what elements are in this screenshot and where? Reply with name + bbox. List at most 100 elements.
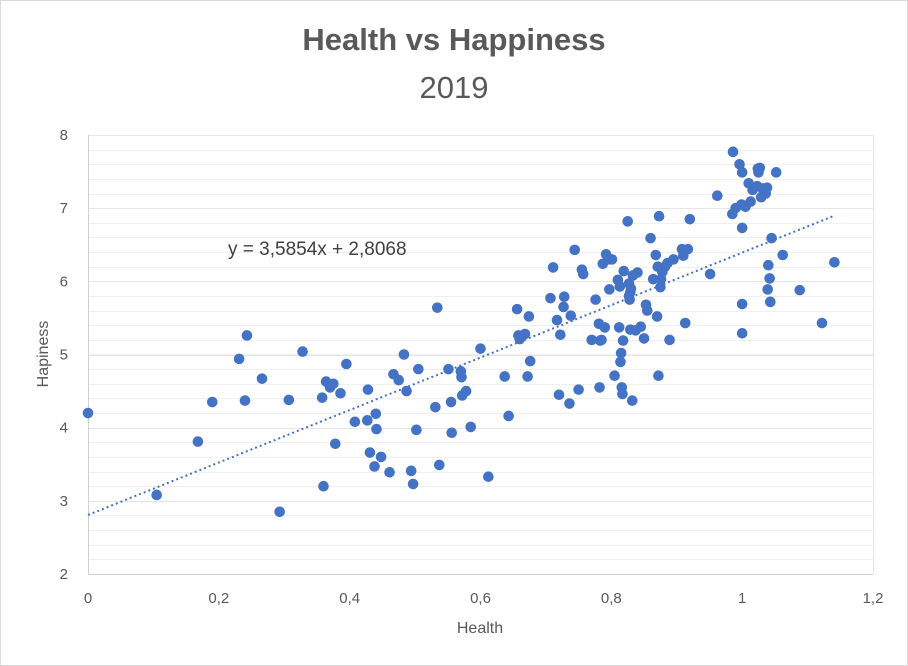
data-point: [712, 190, 723, 202]
data-point: [763, 259, 774, 271]
y-tick-label: 7: [60, 200, 68, 217]
data-point: [545, 292, 556, 304]
data-point: [736, 167, 748, 178]
data-point: [151, 489, 162, 501]
data-point: [645, 232, 656, 244]
data-point: [445, 396, 457, 408]
data-point: [522, 371, 533, 382]
data-point: [766, 232, 777, 244]
data-point: [596, 334, 607, 346]
data-point: [664, 334, 675, 346]
data-point: [405, 465, 417, 477]
data-point: [460, 385, 472, 397]
data-point: [233, 353, 245, 365]
data-point: [816, 317, 828, 329]
data-point: [599, 322, 611, 333]
data-point: [499, 371, 511, 382]
data-point: [632, 267, 643, 278]
data-point: [206, 396, 218, 408]
data-point: [558, 301, 569, 313]
data-point: [555, 329, 566, 341]
data-point: [328, 378, 339, 390]
data-point: [604, 284, 615, 295]
data-point: [430, 401, 441, 413]
data-point: [626, 395, 638, 406]
data-point: [335, 387, 346, 399]
data-point: [256, 373, 268, 384]
data-point: [503, 410, 514, 422]
chart-title: Health vs Happiness: [302, 22, 606, 57]
data-point: [398, 349, 410, 360]
data-point: [407, 478, 419, 490]
data-point: [590, 294, 601, 305]
x-tick-label: 0: [84, 590, 92, 607]
trendline-layer: [87, 214, 835, 516]
y-tick-label: 8: [60, 127, 68, 144]
data-point: [443, 363, 454, 375]
data-point: [794, 284, 806, 296]
data-point: [283, 394, 295, 406]
data-point: [349, 416, 361, 428]
data-point: [523, 311, 535, 322]
data-point: [553, 389, 565, 401]
data-point: [668, 254, 679, 265]
data-point: [475, 343, 486, 354]
data-point: [432, 302, 443, 313]
data-point: [734, 158, 745, 170]
data-point: [401, 385, 412, 397]
data-point: [547, 262, 559, 273]
data-point: [82, 407, 94, 419]
data-point: [241, 330, 253, 341]
x-tick-label: 1: [738, 590, 746, 607]
data-point: [329, 438, 341, 450]
data-point: [192, 436, 204, 447]
trendline: [87, 214, 835, 516]
data-point: [573, 384, 584, 395]
data-point: [341, 358, 352, 370]
data-point: [371, 423, 382, 435]
data-point: [761, 182, 773, 193]
trendline-equation: y = 3,5854x + 2,8068: [228, 239, 407, 260]
data-point: [617, 388, 628, 400]
x-tick-label: 1,2: [863, 590, 884, 607]
data-point: [770, 167, 782, 178]
data-point: [362, 384, 374, 395]
data-point: [736, 222, 748, 234]
data-point: [411, 424, 422, 436]
data-point: [364, 447, 376, 458]
y-axis-title: Hapiness: [35, 321, 52, 388]
data-point: [614, 281, 626, 292]
data-point: [239, 395, 251, 406]
data-point: [375, 451, 387, 463]
x-tick-label: 0,2: [208, 590, 229, 607]
data-point: [613, 322, 625, 333]
data-point: [519, 328, 531, 340]
data-point: [754, 162, 766, 174]
data-point: [653, 370, 664, 382]
data-point: [577, 268, 589, 280]
data-point: [647, 273, 659, 285]
data-point: [565, 310, 577, 322]
data-point: [635, 321, 647, 332]
data-point: [653, 210, 665, 222]
data-point: [384, 466, 395, 478]
data-point: [764, 296, 776, 308]
data-point: [370, 408, 382, 420]
data-point: [651, 311, 663, 322]
data-point: [456, 371, 467, 383]
data-point: [736, 327, 748, 339]
data-point: [617, 335, 629, 346]
data-point: [622, 216, 633, 227]
data-point: [606, 254, 618, 265]
data-point: [586, 334, 598, 346]
data-point: [564, 398, 575, 409]
data-point: [655, 281, 666, 293]
data-point: [594, 382, 605, 393]
data-point: [558, 291, 570, 302]
data-point: [625, 283, 637, 294]
data-point: [483, 471, 494, 482]
data-point: [524, 355, 536, 367]
data-point: [764, 273, 775, 284]
